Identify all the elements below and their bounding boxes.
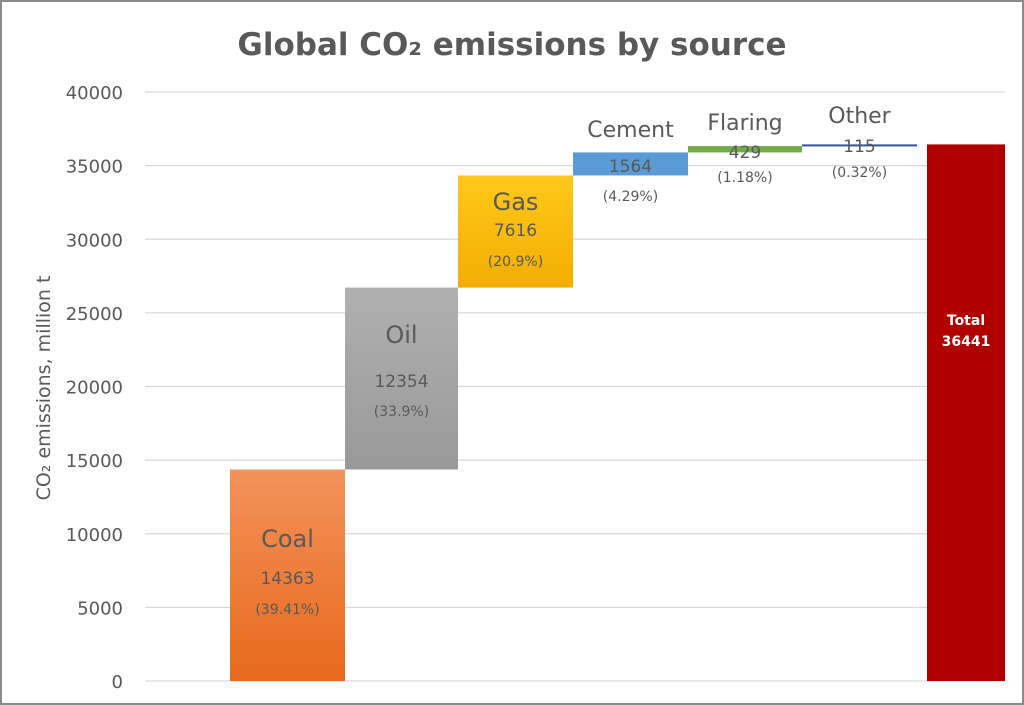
percent-label: (20.9%) bbox=[488, 254, 543, 270]
percent-label: (0.32%) bbox=[832, 165, 887, 181]
y-tick-label: 0 bbox=[112, 672, 123, 693]
y-tick-label: 35000 bbox=[66, 157, 123, 178]
y-tick-label: 25000 bbox=[66, 304, 123, 325]
category-label: Oil bbox=[385, 321, 417, 349]
category-label: Gas bbox=[493, 188, 539, 216]
y-tick-label: 10000 bbox=[66, 525, 123, 546]
total-label: Total bbox=[947, 313, 985, 329]
value-label: 115 bbox=[843, 137, 875, 157]
value-label: 429 bbox=[729, 143, 761, 163]
chart-title: Global CO₂ emissions by source bbox=[237, 27, 786, 63]
y-tick-label: 40000 bbox=[66, 83, 123, 104]
bar-cement bbox=[573, 152, 688, 176]
bar-coal bbox=[230, 469, 345, 681]
percent-label: (4.29%) bbox=[603, 189, 658, 205]
bar-total bbox=[927, 144, 1005, 682]
y-axis-label: CO₂ emissions, million t bbox=[33, 276, 55, 501]
y-tick-label: 5000 bbox=[77, 598, 123, 619]
percent-label: (33.9%) bbox=[374, 404, 429, 420]
y-tick-label: 30000 bbox=[66, 230, 123, 251]
y-tick-label: 20000 bbox=[66, 378, 123, 399]
value-label: 1564 bbox=[609, 157, 652, 177]
bar-flaring bbox=[688, 146, 802, 153]
category-label: Cement bbox=[587, 118, 674, 143]
value-label: 14363 bbox=[260, 569, 314, 589]
category-label: Other bbox=[828, 104, 891, 129]
bar-oil bbox=[345, 287, 458, 470]
percent-label: (39.41%) bbox=[255, 602, 319, 618]
value-label: 7616 bbox=[494, 221, 537, 241]
bar-gas bbox=[458, 175, 573, 288]
value-label: 12354 bbox=[374, 372, 428, 392]
total-value-label: 36441 bbox=[942, 334, 991, 350]
y-tick-label: 15000 bbox=[66, 451, 123, 472]
bar-other bbox=[802, 144, 917, 147]
category-label: Flaring bbox=[707, 111, 782, 136]
percent-label: (1.18%) bbox=[717, 170, 772, 186]
category-label: Coal bbox=[261, 525, 314, 553]
